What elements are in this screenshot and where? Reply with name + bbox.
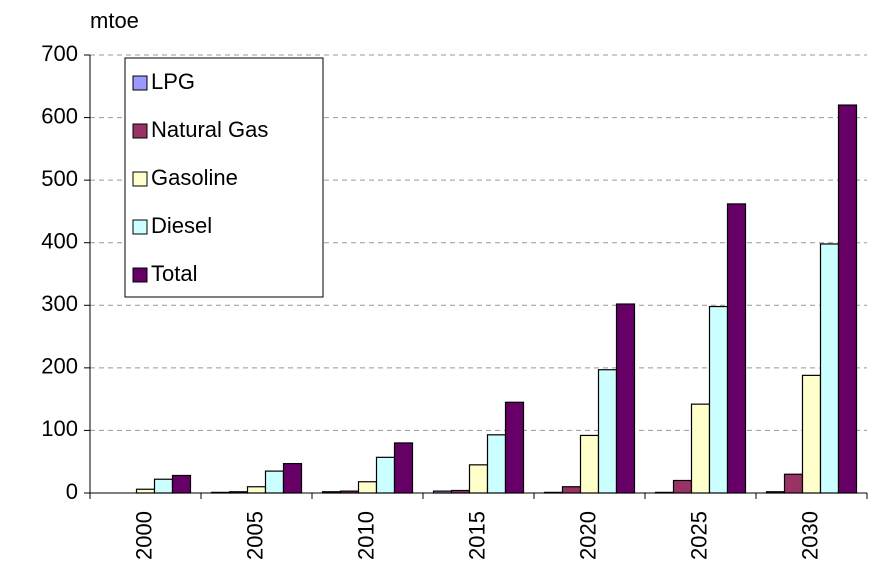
bar	[597, 369, 618, 494]
y-tick-label: 700	[41, 41, 78, 66]
y-axis-label: mtoe	[90, 8, 139, 33]
bar	[837, 104, 858, 494]
bar	[561, 486, 582, 494]
bar	[282, 462, 303, 494]
bar	[486, 434, 507, 494]
legend-swatch	[132, 219, 148, 235]
bar	[672, 479, 693, 494]
bar	[135, 488, 156, 494]
x-tick-label: 2005	[242, 511, 267, 560]
legend-label: Total	[151, 261, 197, 286]
legend-label: LPG	[151, 69, 195, 94]
y-tick-label: 0	[66, 479, 78, 504]
legend-label: Diesel	[151, 213, 212, 238]
bar	[171, 474, 192, 494]
legend-box	[124, 57, 324, 298]
bar	[468, 464, 489, 494]
legend-swatch	[132, 171, 148, 187]
x-tick-label: 2015	[464, 511, 489, 560]
bar	[579, 434, 600, 494]
y-tick-label: 600	[41, 103, 78, 128]
x-tick-label: 2025	[686, 511, 711, 560]
bar	[375, 456, 396, 494]
x-tick-label: 2020	[575, 511, 600, 560]
y-tick-label: 500	[41, 166, 78, 191]
bar	[357, 481, 378, 494]
legend: LPG Natural Gas Gasoline Diesel Total	[124, 57, 324, 298]
x-tick-label: 2030	[797, 511, 822, 560]
bar	[615, 303, 636, 494]
legend-label: Gasoline	[151, 165, 238, 190]
bar	[264, 470, 285, 494]
x-tick-label: 2010	[353, 511, 378, 560]
bar	[726, 203, 747, 494]
legend-swatch	[132, 267, 148, 283]
bar	[246, 486, 267, 494]
y-tick-label: 100	[41, 416, 78, 441]
bar	[783, 473, 804, 494]
y-tick-label: 200	[41, 354, 78, 379]
bar	[801, 374, 822, 494]
legend-label: Natural Gas	[151, 117, 268, 142]
bar	[504, 401, 525, 494]
legend-swatch	[132, 123, 148, 139]
bar	[153, 478, 174, 494]
y-tick-label: 400	[41, 229, 78, 254]
bar	[690, 403, 711, 494]
bar	[393, 442, 414, 494]
bar	[819, 243, 840, 494]
legend-swatch	[132, 75, 148, 91]
bar	[708, 305, 729, 494]
y-tick-label: 300	[41, 291, 78, 316]
x-tick-label: 2000	[131, 511, 156, 560]
